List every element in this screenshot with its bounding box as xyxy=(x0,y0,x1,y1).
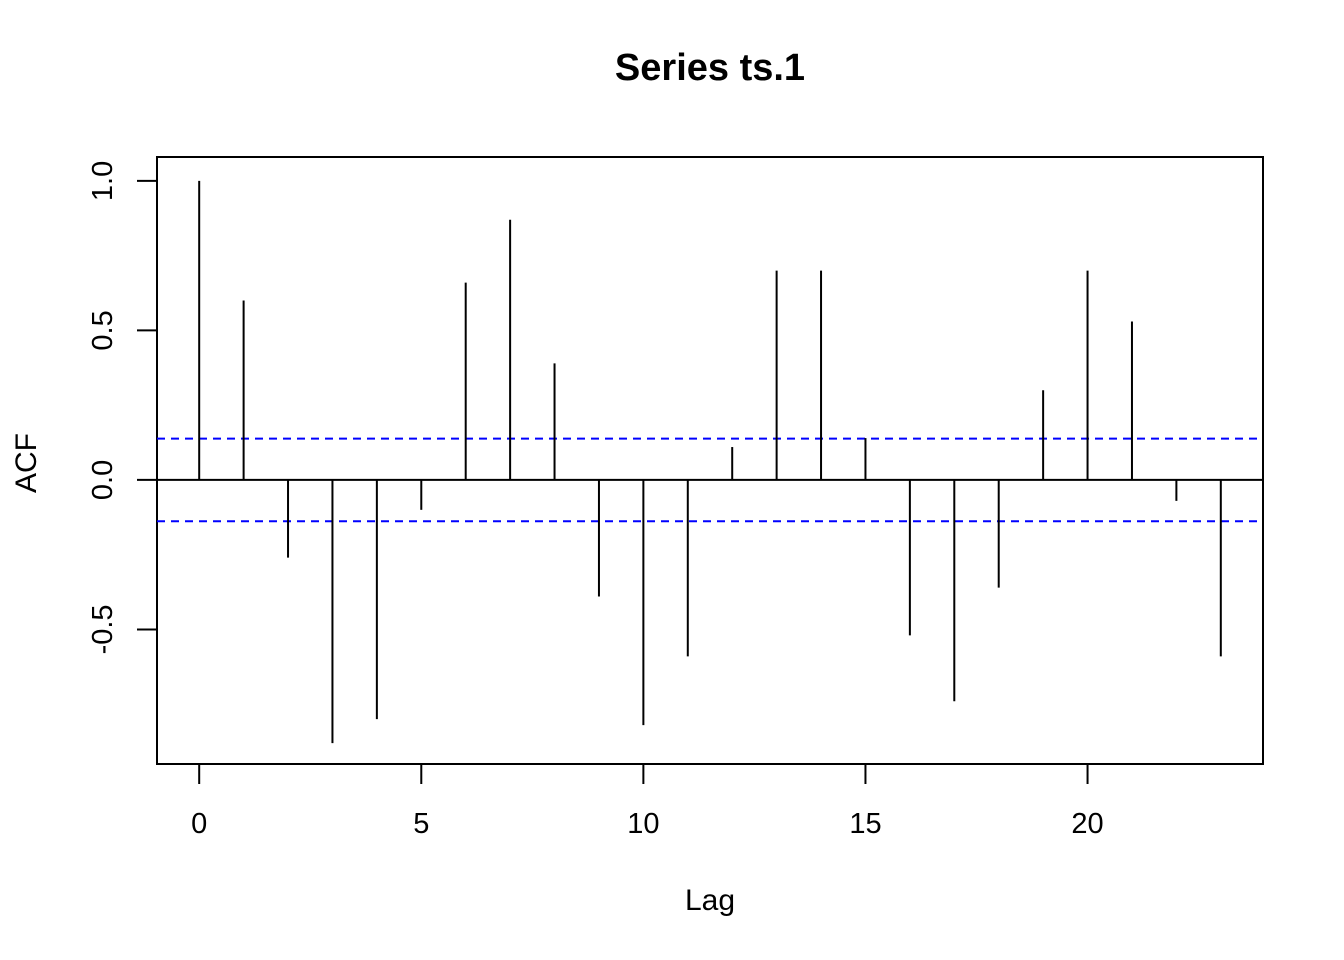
y-axis-label: ACF xyxy=(10,433,43,493)
y-axis: -0.5 0.0 0.5 1.0 xyxy=(87,161,157,655)
x-tick-label: 0 xyxy=(191,808,207,840)
x-axis-label: Lag xyxy=(685,884,735,917)
y-tick-label: 1.0 xyxy=(87,161,119,201)
acf-bars xyxy=(199,181,1221,743)
y-tick-label: 0.5 xyxy=(87,310,119,350)
y-tick-label: 0.0 xyxy=(87,460,119,500)
x-tick-label: 20 xyxy=(1071,808,1103,840)
x-tick-label: 15 xyxy=(849,808,881,840)
chart-title: Series ts.1 xyxy=(615,47,805,89)
x-axis: 0 5 10 15 20 xyxy=(191,764,1104,840)
plot-frame xyxy=(157,157,1263,764)
x-tick-label: 10 xyxy=(627,808,659,840)
x-tick-label: 5 xyxy=(413,808,429,840)
y-tick-label: -0.5 xyxy=(87,604,119,654)
